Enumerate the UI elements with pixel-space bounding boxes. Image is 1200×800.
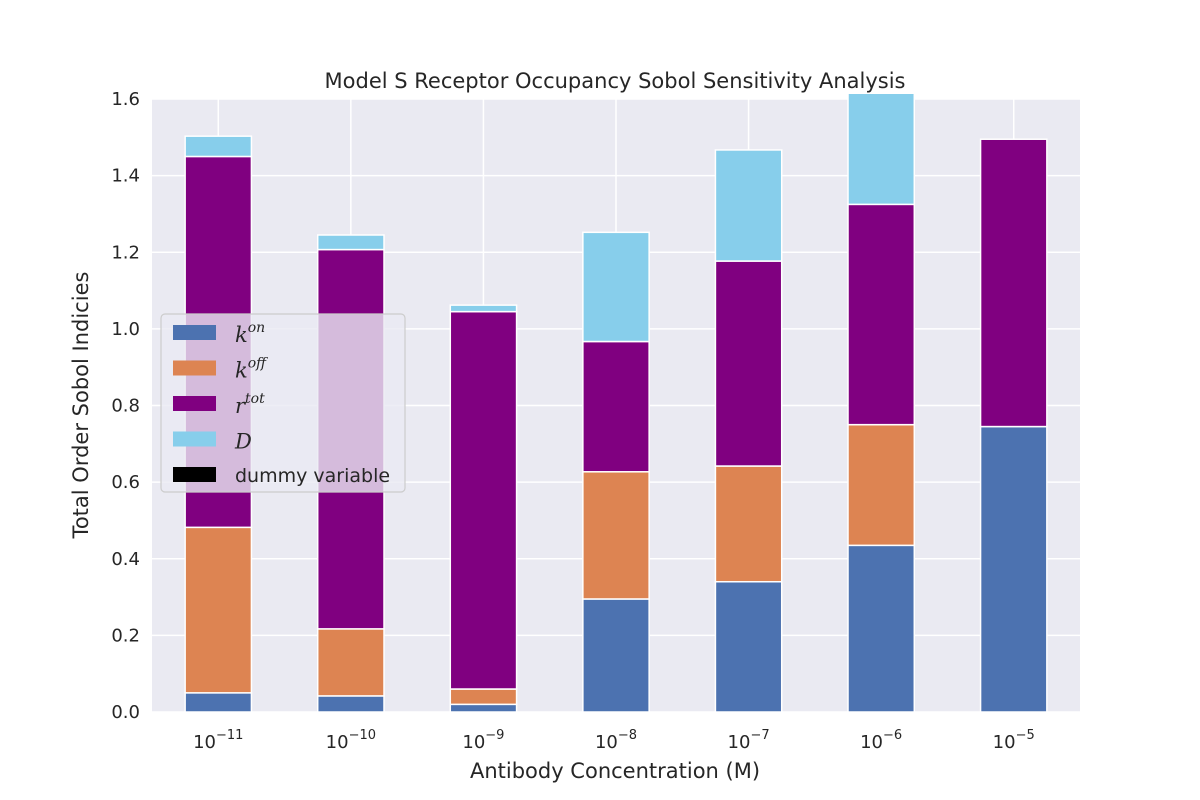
y-tick-labels: 0.0 0.2 0.4 0.6 0.8 1.0 1.2 1.4 1.6 <box>111 89 140 723</box>
bar-segment-off-4 <box>714 465 783 583</box>
legend-box <box>160 313 406 493</box>
y-tick-label: 1.2 <box>111 242 140 263</box>
legend-swatch <box>173 325 216 340</box>
y-tick-label: 0.8 <box>111 396 140 417</box>
bar-segment-on-0 <box>184 692 253 713</box>
bar-segment-tot-3 <box>582 340 650 473</box>
x-axis-label: Antibody Concentration (M) <box>470 759 760 783</box>
bar-segment-d-1 <box>316 234 385 251</box>
legend-swatch <box>173 396 216 411</box>
legend-label: rtot <box>235 391 265 418</box>
x-tick-label: 10−8 <box>595 728 637 753</box>
bar-segment-off-2 <box>449 688 518 706</box>
y-tick-label: 1.6 <box>111 89 140 110</box>
bar-segment-on-4 <box>714 580 783 713</box>
bar-segment-d-4 <box>714 149 783 262</box>
x-tick-label: 10−10 <box>326 728 376 753</box>
y-tick-label: 0.2 <box>111 625 140 646</box>
bar-segment-d-3 <box>582 231 650 343</box>
bar-segment-on-6 <box>979 425 1048 713</box>
y-tick-label: 1.4 <box>111 166 140 187</box>
legend-swatch <box>173 467 216 482</box>
legend-label: kon <box>235 320 265 347</box>
legend-swatch <box>173 431 216 447</box>
y-tick-label: 1.0 <box>111 319 140 340</box>
legend-label: D <box>234 430 252 454</box>
bar-segment-tot-5 <box>847 203 916 426</box>
chart-title: Model S Receptor Occupancy Sobol Sensiti… <box>325 69 906 93</box>
bar-segment-d-2 <box>449 304 518 313</box>
bar-segment-tot-6 <box>979 138 1048 428</box>
y-axis-label: Total Order Sobol Indicies <box>69 272 93 540</box>
x-tick-labels: 10−11 10−10 10−9 10−8 10−7 10−6 10−5 <box>193 728 1035 753</box>
y-tick-label: 0.6 <box>111 472 140 493</box>
x-tick-label: 10−11 <box>193 728 243 753</box>
bar-segment-on-2 <box>449 703 518 713</box>
bar-segment-on-5 <box>847 544 916 713</box>
legend-swatch <box>173 360 216 376</box>
bar-segment-tot-4 <box>714 260 783 467</box>
y-tick-label: 0.0 <box>111 702 140 723</box>
x-tick-label: 10−7 <box>728 728 770 753</box>
bar-segment-d-5 <box>847 92 916 206</box>
bar-segment-off-0 <box>184 526 253 694</box>
bar-segment-on-1 <box>316 695 385 713</box>
bar-segment-off-1 <box>316 628 385 697</box>
y-tick-label: 0.4 <box>111 549 140 570</box>
bar-segment-off-5 <box>847 423 916 547</box>
x-tick-label: 10−5 <box>993 728 1035 753</box>
legend-label: dummy variable <box>235 465 390 487</box>
x-tick-label: 10−9 <box>462 728 504 753</box>
bar-segment-tot-2 <box>449 310 518 690</box>
x-tick-label: 10−6 <box>860 728 902 753</box>
bar-segment-on-3 <box>582 598 650 713</box>
bar-segment-d-0 <box>184 135 253 158</box>
legend-label: koff <box>235 356 268 383</box>
bar-segment-off-3 <box>582 471 650 600</box>
